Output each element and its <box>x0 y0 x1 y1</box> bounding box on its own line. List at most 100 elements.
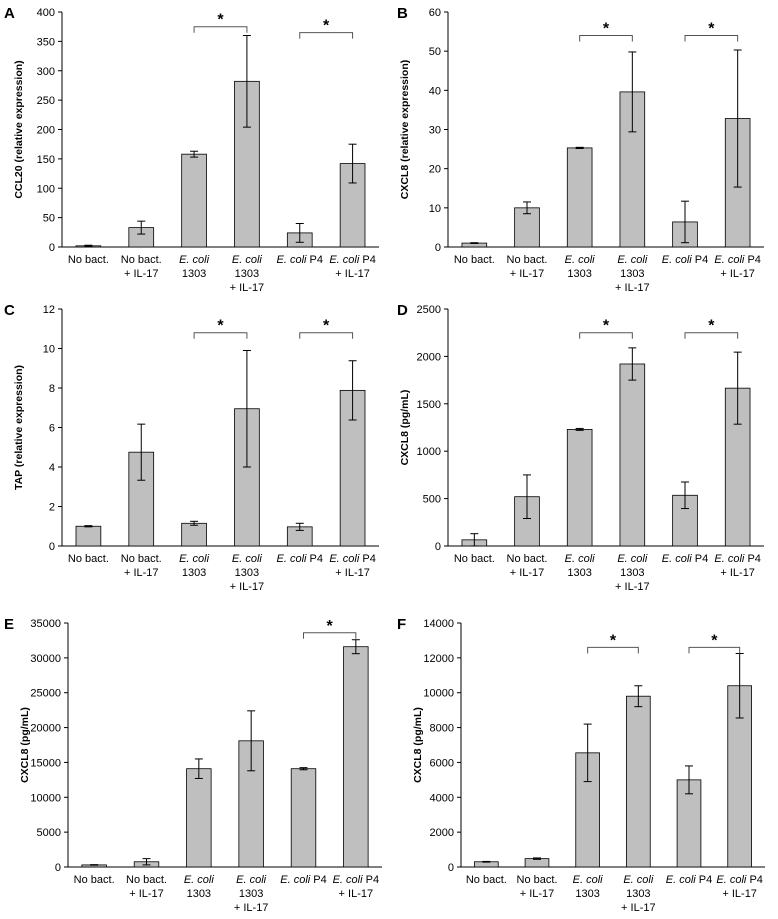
y-tick-label: 1500 <box>417 399 441 411</box>
significance-bracket <box>193 332 248 339</box>
bar <box>524 858 550 868</box>
x-tick-label: E. coli P4 <box>714 553 760 565</box>
x-tick-label: No bact. <box>517 874 558 886</box>
x-tick-label: No bact. <box>68 254 109 266</box>
strain-name: P4 <box>306 553 323 565</box>
x-tick-label: + IL-17 <box>234 902 269 914</box>
y-tick-label: 0 <box>49 541 55 553</box>
y-tick-label: 30000 <box>30 653 61 665</box>
y-tick-label: 35000 <box>30 618 61 630</box>
strain-name: P4 <box>363 874 380 886</box>
strain-name: P4 <box>744 553 761 565</box>
bar <box>290 768 317 868</box>
x-tick-label: + IL-17 <box>722 888 757 900</box>
strain-name: P4 <box>696 874 713 886</box>
bar <box>343 646 369 868</box>
x-tick-label: E. coli P4 <box>329 254 375 266</box>
x-tick-label: E. coli P4 <box>716 874 762 886</box>
y-tick-label: 4000 <box>430 792 454 804</box>
bar <box>234 80 260 248</box>
x-tick-label: 1303 <box>567 567 591 579</box>
x-tick-label: E. coli <box>232 254 263 266</box>
species-name: E. coli <box>714 553 745 565</box>
x-tick-label: E. coli <box>179 553 210 565</box>
y-tick-label: 200 <box>37 125 55 137</box>
y-tick-label: 500 <box>423 494 441 506</box>
species-name: E. coli <box>280 874 311 886</box>
y-tick-label: 350 <box>37 36 55 48</box>
y-tick-label: 100 <box>37 183 55 195</box>
bar <box>566 147 593 248</box>
species-name: E. coli <box>232 553 263 565</box>
strain-name: P4 <box>746 874 763 886</box>
y-tick-label: 1000 <box>417 446 441 458</box>
panel-label: C <box>4 302 15 319</box>
panel-f: F 0 2000 4000 6000 8000 10000 12000 14000 CXCL8 (… <box>397 616 765 914</box>
x-tick-label: 1303 <box>235 567 259 579</box>
y-axis-label: CXCL8 (pg/mL) <box>399 390 411 466</box>
panel-label: B <box>397 5 408 22</box>
significance-star: * <box>323 318 330 335</box>
strain-name: P4 <box>359 553 376 565</box>
significance-star: * <box>327 618 334 635</box>
x-tick-label: E. coli P4 <box>333 874 379 886</box>
y-tick-label: 250 <box>37 95 55 107</box>
species-name: E. coli <box>329 254 360 266</box>
y-tick-label: 12000 <box>423 653 454 665</box>
y-tick-label: 6000 <box>430 757 454 769</box>
species-name: E. coli <box>179 254 210 266</box>
significance-star: * <box>603 21 610 38</box>
panel-a: A 0 50 100 150 200 250 300 350 400 CCL20 (relative… <box>4 5 379 294</box>
x-tick-label: 1303 <box>187 888 211 900</box>
bar <box>186 768 212 868</box>
strain-name: P4 <box>692 553 709 565</box>
x-tick-label: E. coli <box>236 874 267 886</box>
y-tick-label: 14000 <box>423 618 454 630</box>
bar <box>75 525 102 547</box>
species-name: E. coli <box>236 874 267 886</box>
x-tick-label: + IL-17 <box>615 282 650 294</box>
x-tick-label: E. coli <box>565 553 596 565</box>
species-name: E. coli <box>714 254 745 266</box>
x-tick-label: E. coli P4 <box>666 874 712 886</box>
significance-star: * <box>217 12 224 29</box>
y-tick-label: 10 <box>429 203 441 215</box>
species-name: E. coli <box>333 874 364 886</box>
y-tick-label: 400 <box>37 7 55 19</box>
x-tick-label: + IL-17 <box>510 567 545 579</box>
y-tick-label: 8 <box>49 383 55 395</box>
x-tick-label: + IL-17 <box>230 282 265 294</box>
y-axis-label: CXCL8 (pg/mL) <box>19 707 31 783</box>
y-tick-label: 300 <box>37 66 55 78</box>
x-tick-label: + IL-17 <box>129 888 164 900</box>
y-tick-label: 2500 <box>417 304 441 316</box>
x-tick-label: + IL-17 <box>520 888 555 900</box>
y-tick-label: 0 <box>55 862 61 874</box>
x-tick-label: 1303 <box>620 567 644 579</box>
bar <box>181 153 207 248</box>
x-tick-label: E. coli P4 <box>280 874 326 886</box>
y-tick-label: 10 <box>43 344 55 356</box>
x-tick-label: E. coli <box>565 254 596 266</box>
significance-bracket <box>684 35 739 42</box>
x-tick-label: No bact. <box>454 553 495 565</box>
y-axis-label: CXCL8 (relative expression) <box>399 60 411 199</box>
y-tick-label: 4 <box>49 462 55 474</box>
x-tick-label: + IL-17 <box>124 268 159 280</box>
x-tick-label: 1303 <box>182 567 206 579</box>
species-name: E. coli <box>662 254 693 266</box>
y-tick-label: 10000 <box>30 792 61 804</box>
panel-e: E 0 5000 10000 15000 20000 25000 30000 35000 CXCL… <box>4 616 382 914</box>
x-tick-label: 1303 <box>235 268 259 280</box>
x-tick-label: E. coli <box>184 874 215 886</box>
significance-bracket <box>587 646 639 654</box>
x-tick-label: E. coli <box>573 874 604 886</box>
species-name: E. coli <box>184 874 215 886</box>
x-tick-label: E. coli P4 <box>277 553 323 565</box>
bar <box>626 695 651 868</box>
x-tick-label: No bact. <box>121 553 162 565</box>
y-tick-label: 0 <box>435 541 441 553</box>
y-tick-label: 60 <box>429 7 441 19</box>
